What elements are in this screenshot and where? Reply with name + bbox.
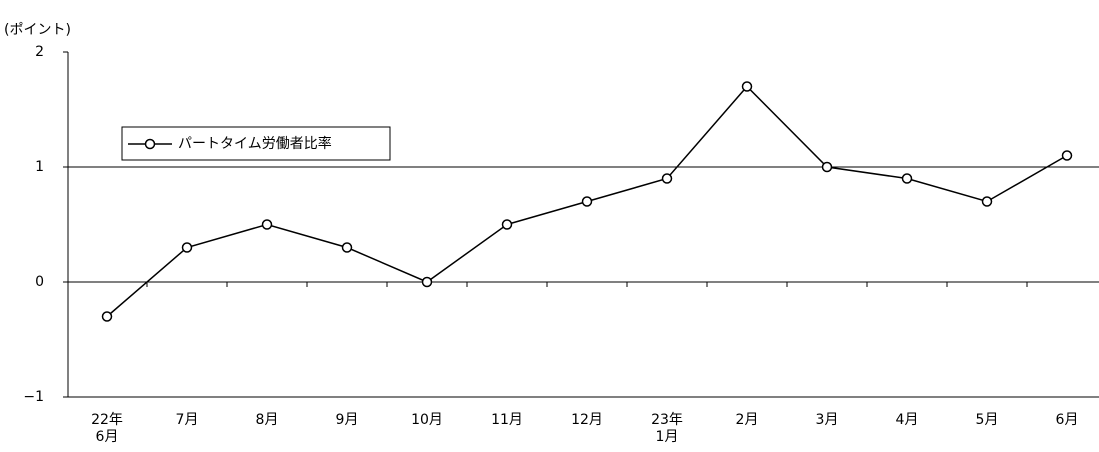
legend-marker <box>144 138 156 150</box>
data-point <box>741 81 753 92</box>
x-tick-label: 5月 <box>976 412 999 428</box>
legend-label: パートタイム労働者比率 <box>178 135 332 152</box>
data-point <box>501 219 513 230</box>
x-tick-label: 1月 <box>656 429 679 445</box>
data-point <box>341 242 353 253</box>
x-tick-label: 7月 <box>176 412 199 428</box>
data-point <box>261 219 273 230</box>
x-tick-label: 8月 <box>256 412 279 428</box>
x-tick-label: 11月 <box>491 412 523 428</box>
data-point <box>901 173 913 184</box>
data-point <box>101 311 113 322</box>
data-point <box>981 196 993 207</box>
x-tick-label: 6月 <box>1056 412 1079 428</box>
x-tick-label: 9月 <box>336 412 359 428</box>
x-tick-label: 2月 <box>736 412 759 428</box>
data-point <box>421 276 433 288</box>
x-tick-label: 3月 <box>816 412 839 428</box>
data-point <box>181 242 193 253</box>
x-tick-label: 10月 <box>411 412 443 428</box>
x-tick-label: 6月 <box>96 429 119 445</box>
y-axis-label: (ポイント) <box>4 22 71 38</box>
data-point <box>661 173 673 184</box>
y-tick-label: 1 <box>35 159 44 175</box>
y-tick-label: −1 <box>23 389 44 405</box>
y-tick-label: 2 <box>35 44 44 60</box>
data-point <box>581 196 593 207</box>
x-tick-label: 23年 <box>651 412 683 428</box>
data-point <box>1061 150 1073 161</box>
x-tick-label: 22年 <box>91 412 123 428</box>
y-tick-label: 0 <box>35 274 44 290</box>
x-tick-label: 4月 <box>896 412 919 428</box>
x-tick-label: 12月 <box>571 412 603 428</box>
data-point <box>821 161 833 173</box>
